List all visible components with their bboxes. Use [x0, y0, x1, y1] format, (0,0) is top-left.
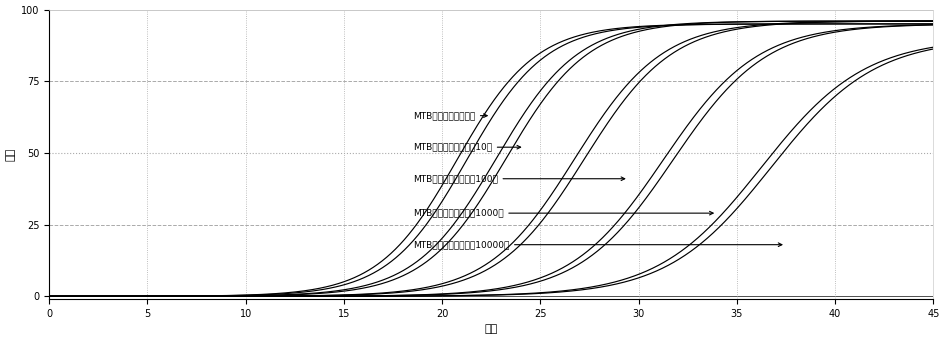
Text: MTB提取核酸产物税释10000倍: MTB提取核酸产物税释10000倍 [413, 240, 781, 249]
X-axis label: 循环: 循环 [484, 324, 497, 335]
Text: MTB提取核酸产物税释100倍: MTB提取核酸产物税释100倍 [413, 174, 624, 183]
Text: MTB提取核酸产物原液: MTB提取核酸产物原液 [413, 111, 487, 120]
Text: MTB提取核酸产物税释10倍: MTB提取核酸产物税释10倍 [413, 143, 520, 152]
Y-axis label: 荧光: 荧光 [6, 148, 15, 161]
Text: MTB提取核酸产物税释1000倍: MTB提取核酸产物税释1000倍 [413, 209, 713, 218]
